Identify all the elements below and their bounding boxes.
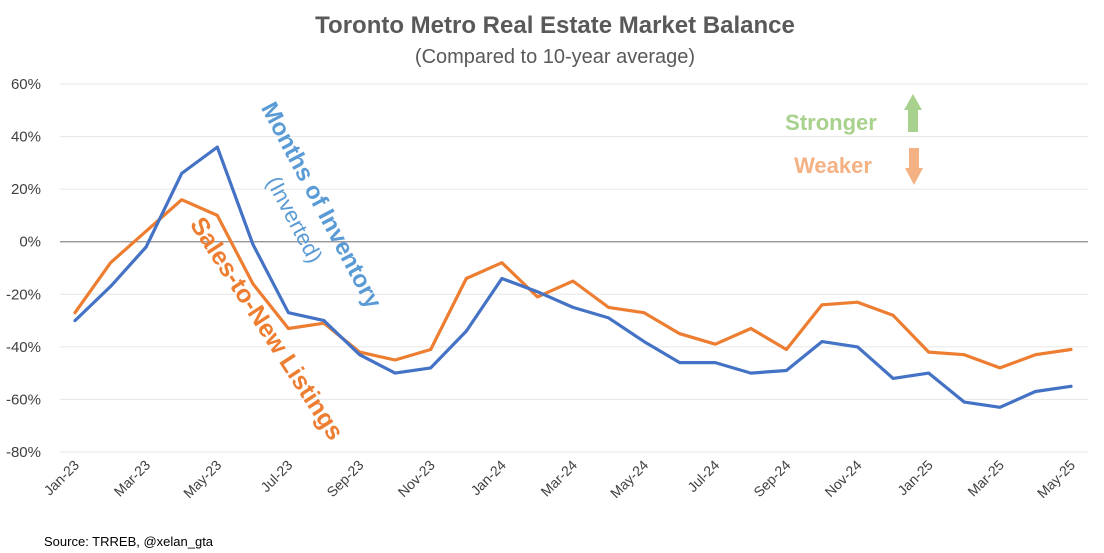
x-tick-label: Jul-23 xyxy=(257,457,295,495)
y-tick-label: 20% xyxy=(11,181,41,198)
y-tick-label: 40% xyxy=(11,129,41,146)
sales-to-new-listings-line xyxy=(73,198,1073,370)
y-tick-label: -20% xyxy=(6,286,41,303)
chart-subtitle: (Compared to 10-year average) xyxy=(415,46,695,68)
x-tick-label: May-24 xyxy=(607,457,651,501)
source-note: Source: TRREB, @xelan_gta xyxy=(44,534,214,549)
x-tick-label: Mar-23 xyxy=(111,457,154,500)
y-tick-label: 60% xyxy=(11,76,41,93)
y-tick-label: 0% xyxy=(19,234,41,251)
months-of-inventory-line xyxy=(73,145,1073,409)
chart-title: Toronto Metro Real Estate Market Balance xyxy=(315,12,795,39)
x-tick-label: Jan-23 xyxy=(41,457,83,499)
y-tick-label: -40% xyxy=(6,339,41,356)
series-layer xyxy=(73,145,1073,409)
x-tick-label: Sep-23 xyxy=(323,457,366,500)
x-tick-label: Mar-25 xyxy=(964,457,1007,500)
x-tick-label: Nov-23 xyxy=(395,457,438,500)
x-tick-label: May-23 xyxy=(180,457,224,501)
up-arrow-icon xyxy=(904,94,922,132)
y-tick-label: -80% xyxy=(6,444,41,461)
x-tick-label: May-25 xyxy=(1034,457,1078,501)
y-tick-label: -60% xyxy=(6,391,41,408)
x-tick-label: Jan-24 xyxy=(467,457,509,499)
x-tick-label: Mar-24 xyxy=(537,457,580,500)
x-axis: Jan-23 Mar-23 May-23 Jul-23 Sep-23 Nov-23 Jan-… xyxy=(41,457,1079,501)
x-tick-label: Sep-24 xyxy=(750,457,793,500)
x-tick-label: Jul-24 xyxy=(684,457,722,495)
x-tick-label: Jan-25 xyxy=(894,457,936,499)
stronger-label: Stronger xyxy=(785,110,877,135)
y-axis: 60% 40% 20% 0% -20% -40% -60% -80% xyxy=(6,76,41,461)
x-tick-label: Nov-24 xyxy=(821,457,864,500)
weaker-label: Weaker xyxy=(794,153,872,178)
down-arrow-icon xyxy=(905,148,923,185)
